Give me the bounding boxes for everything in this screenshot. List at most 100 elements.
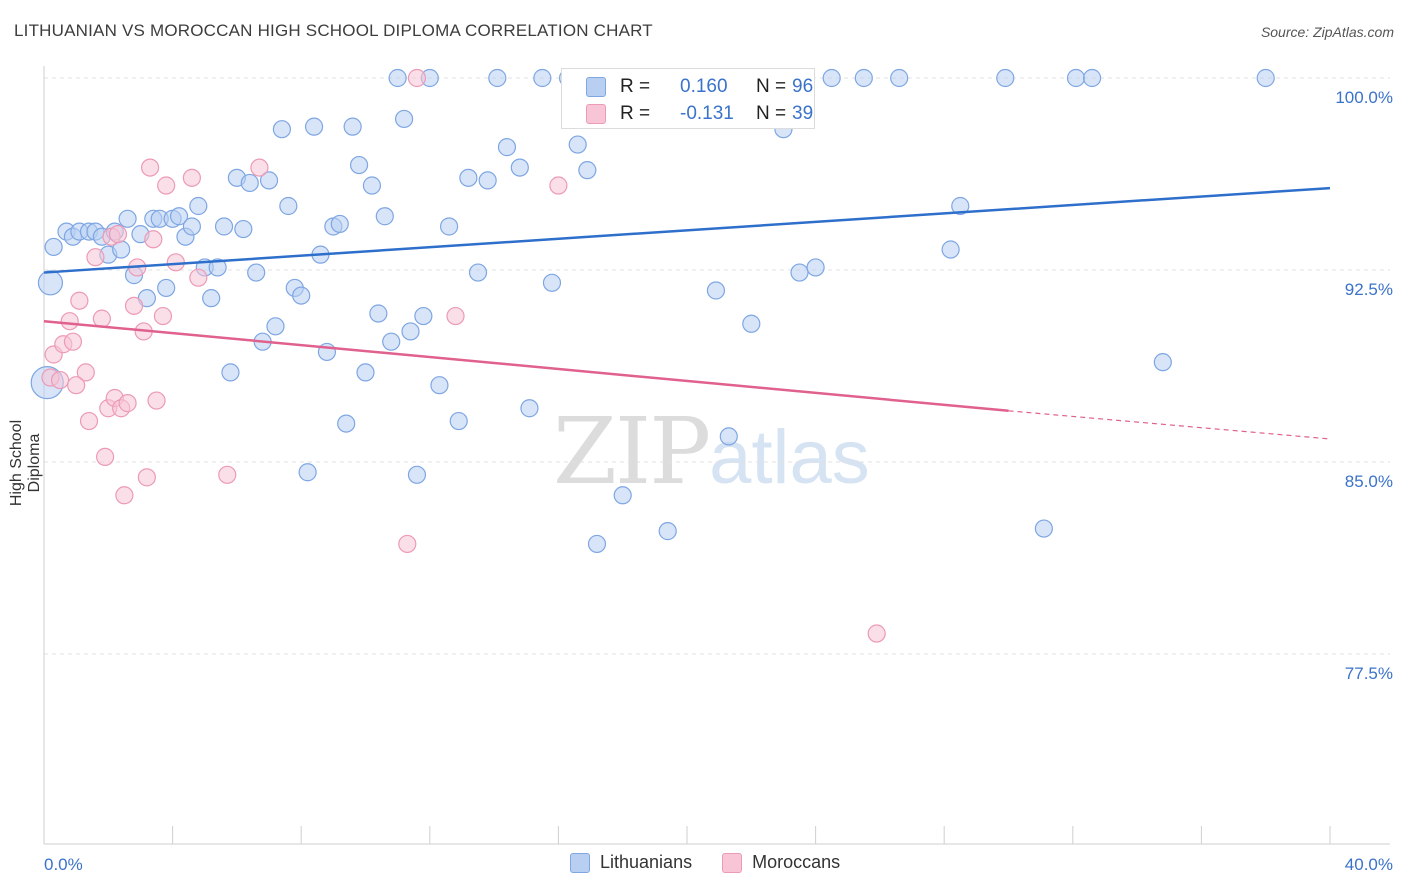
point-lithuanian: [37, 270, 64, 296]
point-moroccan: [140, 158, 160, 177]
point-moroccan: [118, 394, 137, 413]
point-lithuanian: [510, 158, 529, 177]
point-lithuanian: [356, 363, 375, 382]
point-moroccan: [108, 225, 128, 244]
point-lithuanian: [407, 465, 427, 484]
legend-label-lithuanians: Lithuanians: [600, 852, 693, 872]
point-lithuanian: [854, 68, 873, 88]
legend-swatch-lithuanians: [570, 852, 590, 873]
legend-swatch-moroccans: [722, 852, 743, 873]
point-moroccan: [250, 158, 269, 177]
point-lithuanian: [587, 534, 607, 554]
point-lithuanian: [1034, 519, 1053, 538]
point-moroccan: [398, 534, 417, 554]
point-moroccan: [92, 309, 111, 328]
point-lithuanian: [1066, 68, 1086, 88]
point-lithuanian: [533, 68, 552, 88]
point-lithuanian: [1082, 68, 1102, 88]
x-tick-label: 0.0%: [44, 855, 83, 874]
point-moroccan: [50, 370, 70, 390]
point-moroccan: [867, 624, 886, 643]
point-lithuanian: [189, 196, 208, 216]
watermark-zip: ZIP: [553, 398, 711, 505]
point-lithuanian: [478, 171, 497, 190]
point-lithuanian: [182, 217, 201, 236]
n-value-blue: 96: [792, 76, 814, 97]
point-lithuanian: [272, 120, 292, 139]
point-lithuanian: [790, 263, 809, 282]
point-moroccan: [67, 376, 86, 395]
point-moroccan: [70, 291, 89, 310]
point-moroccan: [124, 296, 144, 315]
point-lithuanian: [362, 176, 382, 195]
point-lithuanian: [279, 196, 298, 216]
point-moroccan: [147, 391, 166, 410]
point-lithuanian: [706, 281, 726, 300]
point-moroccan: [218, 465, 237, 484]
y-tick-label: 77.5%: [1345, 664, 1393, 683]
stats-swatch-blue: [586, 77, 606, 97]
r-value-blue: 0.160: [680, 76, 728, 97]
point-moroccan: [60, 312, 79, 331]
point-lithuanian: [394, 109, 414, 129]
point-moroccan: [153, 306, 173, 326]
point-lithuanian: [951, 196, 970, 216]
point-lithuanian: [941, 240, 960, 259]
point-moroccan: [86, 248, 105, 267]
point-lithuanian: [221, 363, 240, 382]
n-label-pink: N =: [756, 103, 787, 124]
point-lithuanian: [822, 68, 841, 88]
point-lithuanian: [214, 217, 234, 236]
point-lithuanian: [298, 463, 317, 482]
r-label-pink: R =: [620, 103, 651, 124]
point-lithuanian: [240, 173, 259, 193]
x-tick-label: 40.0%: [1345, 855, 1393, 874]
watermark-atlas: atlas: [709, 415, 870, 500]
y-tick-label: 100.0%: [1335, 88, 1393, 107]
point-lithuanian: [369, 304, 388, 323]
point-lithuanian: [118, 209, 137, 228]
point-lithuanian: [578, 161, 597, 180]
point-lithuanian: [568, 135, 587, 154]
point-lithuanian: [349, 155, 369, 175]
point-lithuanian: [542, 273, 562, 292]
point-lithuanian: [742, 314, 761, 333]
point-moroccan: [446, 306, 465, 326]
point-lithuanian: [157, 278, 176, 298]
point-lithuanian: [1256, 68, 1275, 88]
n-label-blue: N =: [756, 76, 787, 97]
legend-item-moroccans[interactable]: Moroccans: [722, 852, 840, 873]
point-lithuanian: [388, 68, 407, 88]
point-lithuanian: [330, 214, 349, 234]
trendline-lithuanians: [43, 186, 1331, 274]
point-lithuanian: [414, 306, 433, 326]
point-moroccan: [157, 176, 176, 195]
point-moroccan: [95, 447, 115, 466]
point-lithuanian: [890, 68, 909, 88]
point-moroccan: [76, 363, 95, 382]
point-lithuanian: [806, 258, 825, 277]
point-lithuanian: [996, 68, 1015, 88]
point-lithuanian: [337, 414, 356, 433]
point-lithuanian: [259, 171, 279, 190]
point-lithuanian: [520, 399, 539, 418]
legend-item-lithuanians[interactable]: Lithuanians: [570, 852, 692, 873]
point-moroccan: [63, 332, 83, 351]
point-lithuanian: [488, 68, 507, 88]
point-lithuanian: [439, 217, 459, 236]
point-lithuanian: [343, 117, 362, 136]
point-lithuanian: [234, 219, 253, 239]
point-lithuanian: [449, 411, 468, 431]
point-lithuanian: [658, 522, 677, 541]
point-lithuanian: [292, 286, 311, 305]
point-moroccan: [79, 411, 99, 431]
n-value-pink: 39: [792, 103, 814, 124]
r-value-pink: -0.131: [680, 103, 734, 124]
point-lithuanian: [401, 322, 420, 341]
point-moroccan: [407, 68, 427, 88]
point-lithuanian: [430, 376, 449, 395]
point-moroccan: [115, 486, 134, 505]
trendline-moroccans: [43, 319, 1009, 413]
point-moroccan: [144, 230, 163, 249]
